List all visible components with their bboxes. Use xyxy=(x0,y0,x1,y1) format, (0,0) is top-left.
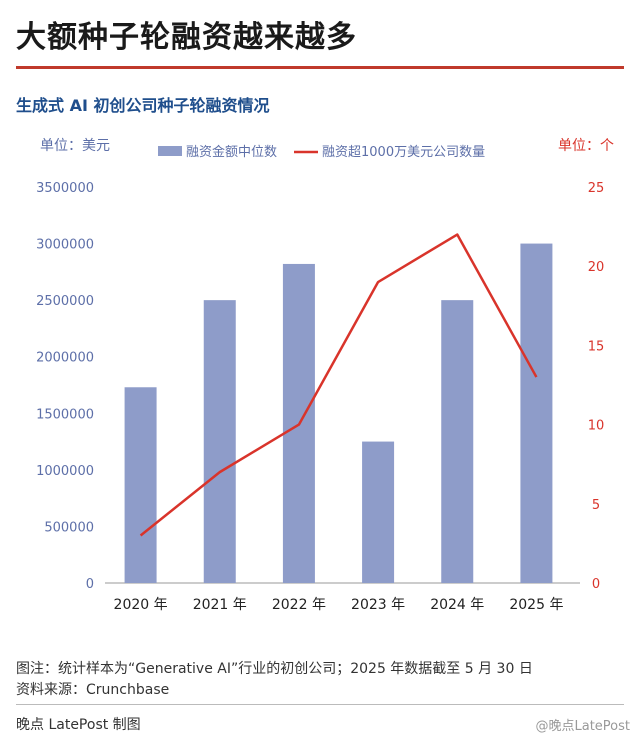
x-tick-label: 2024 年 xyxy=(430,597,484,613)
bar xyxy=(124,387,157,583)
red-divider xyxy=(16,66,624,69)
left-tick-label: 2000000 xyxy=(36,351,94,366)
weibo-watermark: @晚点LatePost xyxy=(535,719,630,734)
credit: 晚点 LatePost 制图 xyxy=(16,717,141,733)
right-tick-label: 15 xyxy=(588,339,605,354)
left-tick-label: 3500000 xyxy=(36,181,94,196)
chart-note: 图注：统计样本为“Generative AI”行业的初创公司；2025 年数据截… xyxy=(16,661,533,677)
legend-line-label: 融资超1000万美元公司数量 xyxy=(322,145,485,160)
x-tick-label: 2020 年 xyxy=(114,597,168,613)
chart-subtitle: 生成式 AI 初创公司种子轮融资情况 xyxy=(16,96,270,115)
left-tick-label: 500000 xyxy=(44,520,94,535)
headline: 大额种子轮融资越来越多 xyxy=(16,20,357,55)
bar xyxy=(520,243,553,584)
left-axis-ticks: 0 500000 1000000 1500000 2000000 2500000 30000… xyxy=(36,181,94,592)
bar xyxy=(362,441,395,583)
right-tick-label: 0 xyxy=(592,577,600,592)
left-tick-label: 2500000 xyxy=(36,294,94,309)
right-tick-label: 20 xyxy=(588,260,605,275)
legend-bar-swatch xyxy=(158,146,182,156)
x-tick-label: 2025 年 xyxy=(509,597,563,613)
right-axis-unit-label: 单位：个 xyxy=(558,138,614,154)
x-tick-label: 2021 年 xyxy=(193,597,247,613)
footer-divider xyxy=(16,704,624,705)
left-tick-label: 1500000 xyxy=(36,407,94,422)
bar xyxy=(441,300,474,583)
right-tick-label: 25 xyxy=(588,181,605,196)
line-series xyxy=(139,233,538,537)
right-axis-ticks: 0 5 10 15 20 25 xyxy=(588,181,605,592)
x-tick-label: 2023 年 xyxy=(351,597,405,613)
combo-chart: 单位：美元 单位：个 融资金额中位数 融资超1000万美元公司数量 0 50000… xyxy=(36,138,614,613)
left-tick-label: 3000000 xyxy=(36,238,94,253)
right-tick-label: 10 xyxy=(588,419,605,434)
right-tick-label: 5 xyxy=(592,498,600,513)
left-tick-label: 0 xyxy=(86,577,94,592)
x-axis-ticks: 2020 年 2021 年 2022 年 2023 年 2024 年 2025 年 xyxy=(114,597,564,613)
x-tick-label: 2022 年 xyxy=(272,597,326,613)
left-axis-unit-label: 单位：美元 xyxy=(40,138,110,154)
data-source: 资料来源：Crunchbase xyxy=(16,682,170,698)
left-tick-label: 1000000 xyxy=(36,464,94,479)
bar xyxy=(203,300,236,583)
bar-series xyxy=(124,243,553,584)
legend-bar-label: 融资金额中位数 xyxy=(186,144,277,160)
